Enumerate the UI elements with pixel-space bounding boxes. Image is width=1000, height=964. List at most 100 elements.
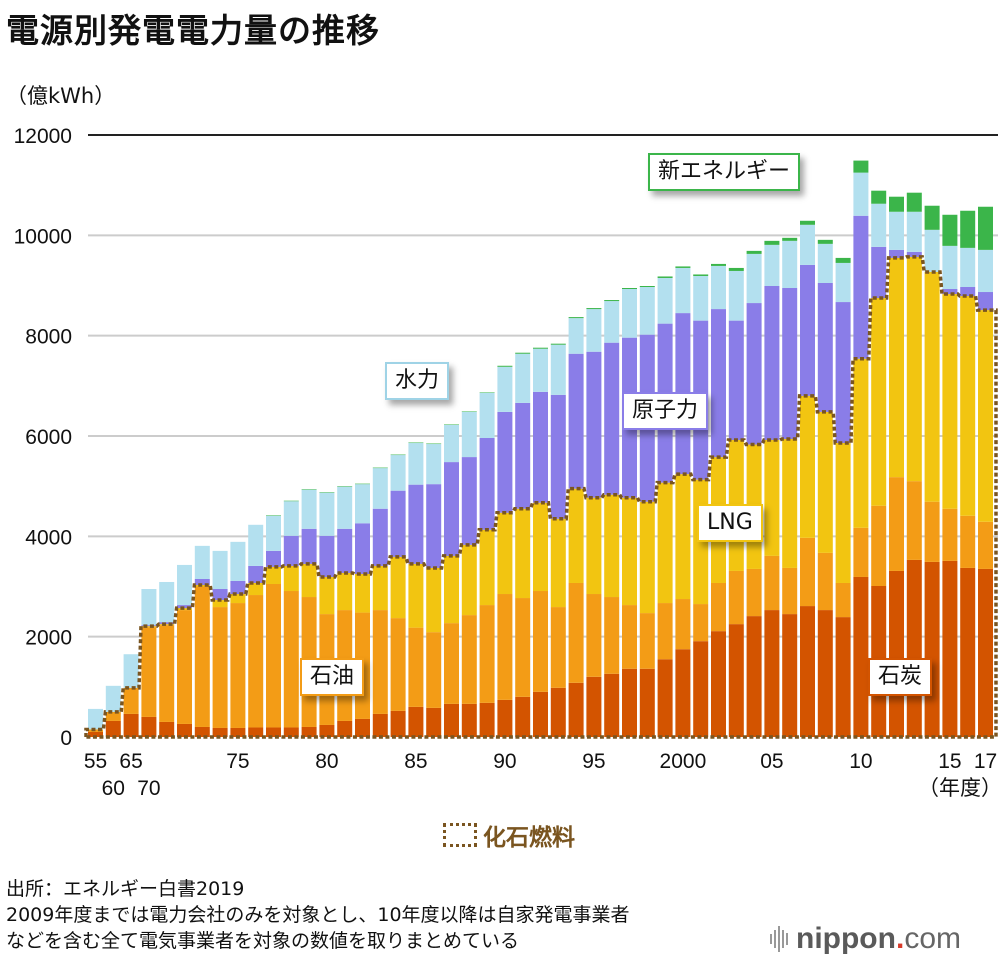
bar-1983 <box>372 467 388 737</box>
bars <box>88 160 993 737</box>
bar-segment-hydro <box>942 245 958 290</box>
bar-1994 <box>568 317 584 737</box>
bar-2004 <box>746 250 762 737</box>
x-axis-unit: （年度） <box>918 776 1000 800</box>
bar-1991 <box>515 352 531 737</box>
bar-1989 <box>479 392 495 737</box>
bar-1996 <box>604 300 620 737</box>
y-axis-ticks: 0 2000 4000 6000 8000 10000 12000 <box>14 125 72 750</box>
y-tick-label: 8000 <box>25 326 72 349</box>
bar-segment-new_energy <box>319 492 335 493</box>
bar-segment-nuclear <box>800 264 815 396</box>
bar-segment-hydro <box>960 247 976 288</box>
bar-segment-oil <box>248 595 264 728</box>
bar-segment-new_energy <box>978 206 993 250</box>
bar-segment-oil <box>533 591 548 692</box>
y-tick-label: 12000 <box>14 125 72 148</box>
bar-1965 <box>123 654 139 737</box>
bar-segment-lng <box>248 582 264 596</box>
bar-segment-oil <box>159 625 175 722</box>
bar-1981 <box>337 486 353 737</box>
bar-segment-new_energy <box>515 352 531 354</box>
bar-1982 <box>355 483 370 737</box>
bar-segment-hydro <box>568 318 584 354</box>
bar-segment-oil <box>390 618 406 711</box>
bar-segment-coal <box>604 673 620 737</box>
bar-segment-oil <box>728 570 744 625</box>
bar-1971 <box>159 581 175 737</box>
bar-1993 <box>550 343 566 737</box>
bar-segment-oil <box>194 586 210 727</box>
bar-segment-hydro <box>390 455 406 491</box>
bar-segment-hydro <box>283 501 299 536</box>
bar-segment-nuclear <box>479 438 495 530</box>
legend-fossil-label: 化石燃料 <box>483 825 575 851</box>
bar-segment-coal <box>123 713 139 737</box>
bar-segment-hydro <box>497 366 513 412</box>
x-tick-label: 2000 <box>660 750 707 773</box>
bar-segment-oil <box>871 505 887 586</box>
bar-segment-oil <box>960 515 976 568</box>
bar-segment-nuclear <box>711 309 726 458</box>
bar-1992 <box>533 347 548 737</box>
bar-segment-lng <box>337 572 353 611</box>
x-tick-label: 15 <box>938 750 961 773</box>
sound-wave-icon <box>770 926 790 952</box>
bar-segment-hydro <box>177 564 192 606</box>
bar-2010 <box>853 160 869 737</box>
bar-segment-coal <box>622 668 637 737</box>
bar-segment-hydro <box>693 275 709 321</box>
bar-segment-new_energy <box>746 250 762 254</box>
bar-segment-nuclear <box>817 282 833 412</box>
bar-segment-oil <box>444 623 459 704</box>
bar-segment-nuclear <box>782 288 798 440</box>
bar-segment-new_energy <box>782 237 798 241</box>
bar-segment-oil <box>479 605 495 703</box>
bar-segment-hydro <box>639 287 655 335</box>
bar-segment-new_energy <box>550 343 566 345</box>
bar-segment-hydro <box>728 270 744 321</box>
bar-segment-lng <box>657 482 673 604</box>
bar-segment-lng <box>568 488 584 583</box>
bar-segment-lng <box>159 624 175 626</box>
bar-segment-coal <box>319 724 335 737</box>
y-tick-label: 6000 <box>25 426 72 449</box>
bar-segment-new_energy <box>337 486 353 487</box>
bar-segment-lng <box>835 443 851 583</box>
bar-segment-lng <box>586 497 602 595</box>
bar-segment-coal <box>693 641 709 737</box>
bar-1977 <box>266 515 281 737</box>
bar-segment-new_energy <box>266 515 281 516</box>
bar-segment-nuclear <box>764 286 780 441</box>
bar-2003 <box>728 267 744 737</box>
bar-segment-new_energy <box>960 210 976 248</box>
bar-1987 <box>444 424 459 737</box>
bar-segment-nuclear <box>266 550 281 567</box>
bar-segment-coal <box>764 610 780 737</box>
bar-segment-hydro <box>426 444 442 485</box>
bar-segment-coal <box>835 617 851 737</box>
bar-segment-nuclear <box>177 605 192 609</box>
bar-segment-oil <box>746 568 762 617</box>
bar-1984 <box>390 454 406 737</box>
bar-segment-new_energy <box>444 424 459 425</box>
bar-segment-lng <box>444 555 459 624</box>
bar-segment-hydro <box>123 654 139 688</box>
bar-segment-nuclear <box>141 625 157 627</box>
legend-fossil-fuel: 化石燃料 <box>443 818 575 852</box>
bar-segment-coal <box>978 568 993 737</box>
bar-segment-coal <box>782 614 798 737</box>
bar-segment-new_energy <box>942 214 958 246</box>
bar-segment-nuclear <box>550 394 566 519</box>
bar-segment-coal <box>88 731 103 737</box>
bar-segment-new_energy <box>871 190 887 204</box>
bar-segment-lng <box>230 594 246 604</box>
bar-segment-hydro <box>337 486 353 529</box>
bar-segment-coal <box>746 616 762 737</box>
bar-segment-nuclear <box>230 580 246 595</box>
stacked-bar-chart: 0 2000 4000 6000 8000 10000 12000 55 60 65 70 75 80… <box>14 125 1000 800</box>
bar-segment-coal <box>550 687 566 737</box>
bar-segment-lng <box>194 584 210 587</box>
bar-segment-nuclear <box>461 457 477 545</box>
bar-segment-coal <box>479 702 495 737</box>
